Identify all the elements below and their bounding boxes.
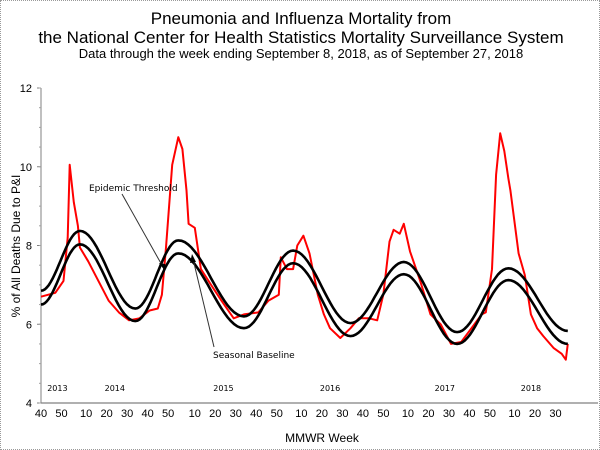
x-tick-label: 20 <box>529 408 541 420</box>
pi-mortality-line <box>40 132 569 361</box>
x-tick-label: 20 <box>316 408 328 420</box>
series-lines <box>40 132 569 361</box>
x-tick-label: 40 <box>141 408 153 420</box>
y-axis-label: % of All Deaths Due to P&I <box>9 175 23 318</box>
x-tick-label: 10 <box>295 408 307 420</box>
x-tick-label: 30 <box>549 408 561 420</box>
epidemic-threshold-label: Epidemic Threshold <box>89 184 178 194</box>
x-tick-label: 40 <box>35 408 47 420</box>
x-tick-label: 10 <box>189 408 201 420</box>
y-tick-label: 12 <box>20 83 32 95</box>
axes <box>40 88 598 404</box>
y-ticks: 4 6 8 10 12 <box>20 83 41 410</box>
x-tick-label: 10 <box>402 408 414 420</box>
year-labels: 2013 2014 2015 2016 2017 2018 <box>47 384 541 393</box>
chart-subtitle: Data through the week ending September 8… <box>78 46 524 61</box>
year-label: 2015 <box>213 384 233 393</box>
x-tick-label: 10 <box>80 408 92 420</box>
year-label: 2016 <box>320 384 340 393</box>
x-tick-label: 50 <box>271 408 283 420</box>
year-label: 2014 <box>105 384 125 393</box>
x-tick-label: 50 <box>55 408 67 420</box>
x-tick-label: 50 <box>162 408 174 420</box>
x-tick-label: 20 <box>422 408 434 420</box>
y-tick-label: 10 <box>20 162 32 174</box>
seasonal-baseline-arrow <box>192 258 215 348</box>
year-label: 2017 <box>435 384 455 393</box>
seasonal-baseline-label: Seasonal Baseline <box>213 351 295 361</box>
x-tick-label: 40 <box>463 408 475 420</box>
x-tick-label: 30 <box>230 408 242 420</box>
year-label: 2018 <box>521 384 541 393</box>
x-tick-label: 20 <box>209 408 221 420</box>
y-tick-label: 6 <box>26 319 32 331</box>
year-label: 2013 <box>47 384 67 393</box>
annotations: Epidemic Threshold Seasonal Baseline <box>89 184 295 361</box>
x-axis-label: MMWR Week <box>285 431 360 445</box>
x-tick-label: 50 <box>484 408 496 420</box>
x-tick-label: 30 <box>336 408 348 420</box>
x-tick-label: 30 <box>443 408 455 420</box>
x-ticks: 40 50 10 20 30 40 50 10 20 30 40 50 10 20 30 40 50 10 20 30… <box>35 408 562 420</box>
y-tick-label: 4 <box>26 398 32 410</box>
epidemic-threshold-arrowhead-icon <box>159 263 165 271</box>
x-tick-label: 40 <box>357 408 369 420</box>
threshold-line <box>40 229 568 334</box>
chart-title-line-1: Pneumonia and Influenza Mortality from <box>150 9 452 28</box>
x-tick-label: 10 <box>508 408 520 420</box>
y-tick-label: 8 <box>26 241 32 253</box>
x-tick-label: 40 <box>250 408 262 420</box>
x-tick-label: 20 <box>100 408 112 420</box>
x-tick-label: 30 <box>121 408 133 420</box>
baseline-line <box>40 242 568 346</box>
chart-title-line-2: the National Center for Health Statistic… <box>38 28 564 47</box>
seasonal-baseline-arrowhead-icon <box>190 254 196 263</box>
epidemic-threshold-arrow <box>121 193 164 268</box>
x-tick-label: 50 <box>377 408 389 420</box>
